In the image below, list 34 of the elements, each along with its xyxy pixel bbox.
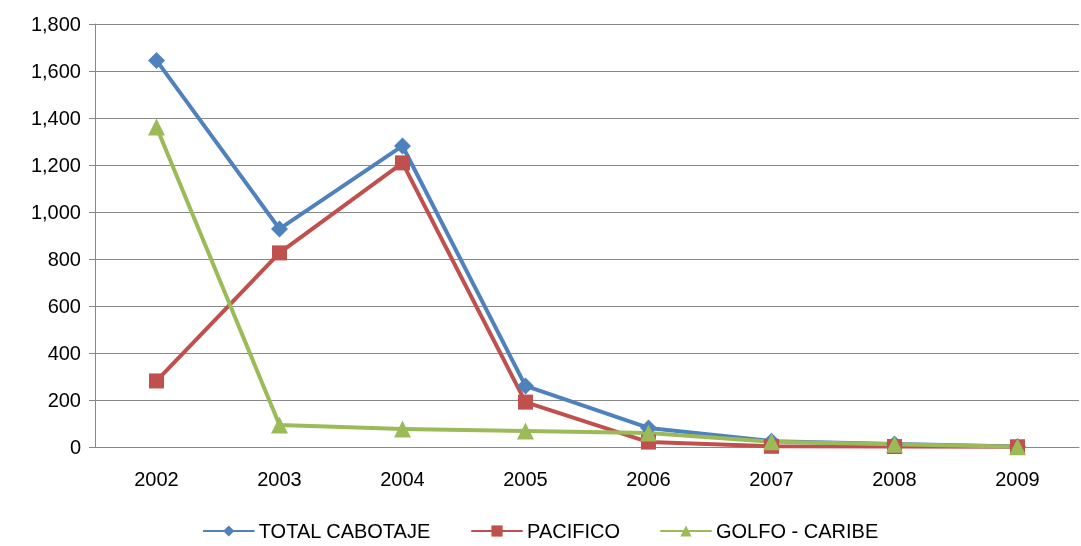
y-tick-label: 400 (47, 342, 81, 364)
point (394, 137, 411, 155)
x-tick-label: 2006 (626, 468, 671, 490)
point (395, 155, 410, 171)
y-tick-label: 800 (47, 248, 81, 270)
y-tick-label: 0 (69, 436, 81, 458)
point (640, 424, 657, 442)
point (271, 416, 288, 434)
x-tick-label: 2005 (503, 468, 548, 490)
x-tick-label: 2003 (257, 468, 302, 490)
x-tick-label: 2002 (134, 468, 179, 490)
point (148, 51, 165, 69)
y-tick-label: 600 (47, 295, 81, 317)
x-tick-label: 2009 (995, 468, 1040, 490)
point (517, 377, 534, 395)
point (272, 245, 287, 261)
y-tick-label: 1,800 (30, 13, 81, 35)
y-tick-label: 1,600 (30, 60, 81, 82)
point (149, 373, 164, 389)
y-tick-label: 1,200 (30, 154, 81, 176)
y-tick-label: 1,400 (30, 107, 81, 129)
point (394, 420, 411, 438)
legend-label: GOLFO - CARIBE (715, 520, 879, 542)
point (518, 394, 533, 410)
legend-label: PACIFICO (527, 520, 620, 542)
point (517, 422, 534, 440)
x-tick-label: 2007 (749, 468, 794, 490)
y-tick-label: 1,000 (30, 201, 81, 223)
point (148, 118, 165, 136)
point (271, 220, 288, 238)
x-tick-label: 2004 (380, 468, 425, 490)
y-tick-label: 200 (47, 389, 81, 411)
x-tick-label: 2008 (872, 468, 917, 490)
legend-label: TOTAL CABOTAJE (258, 520, 431, 542)
